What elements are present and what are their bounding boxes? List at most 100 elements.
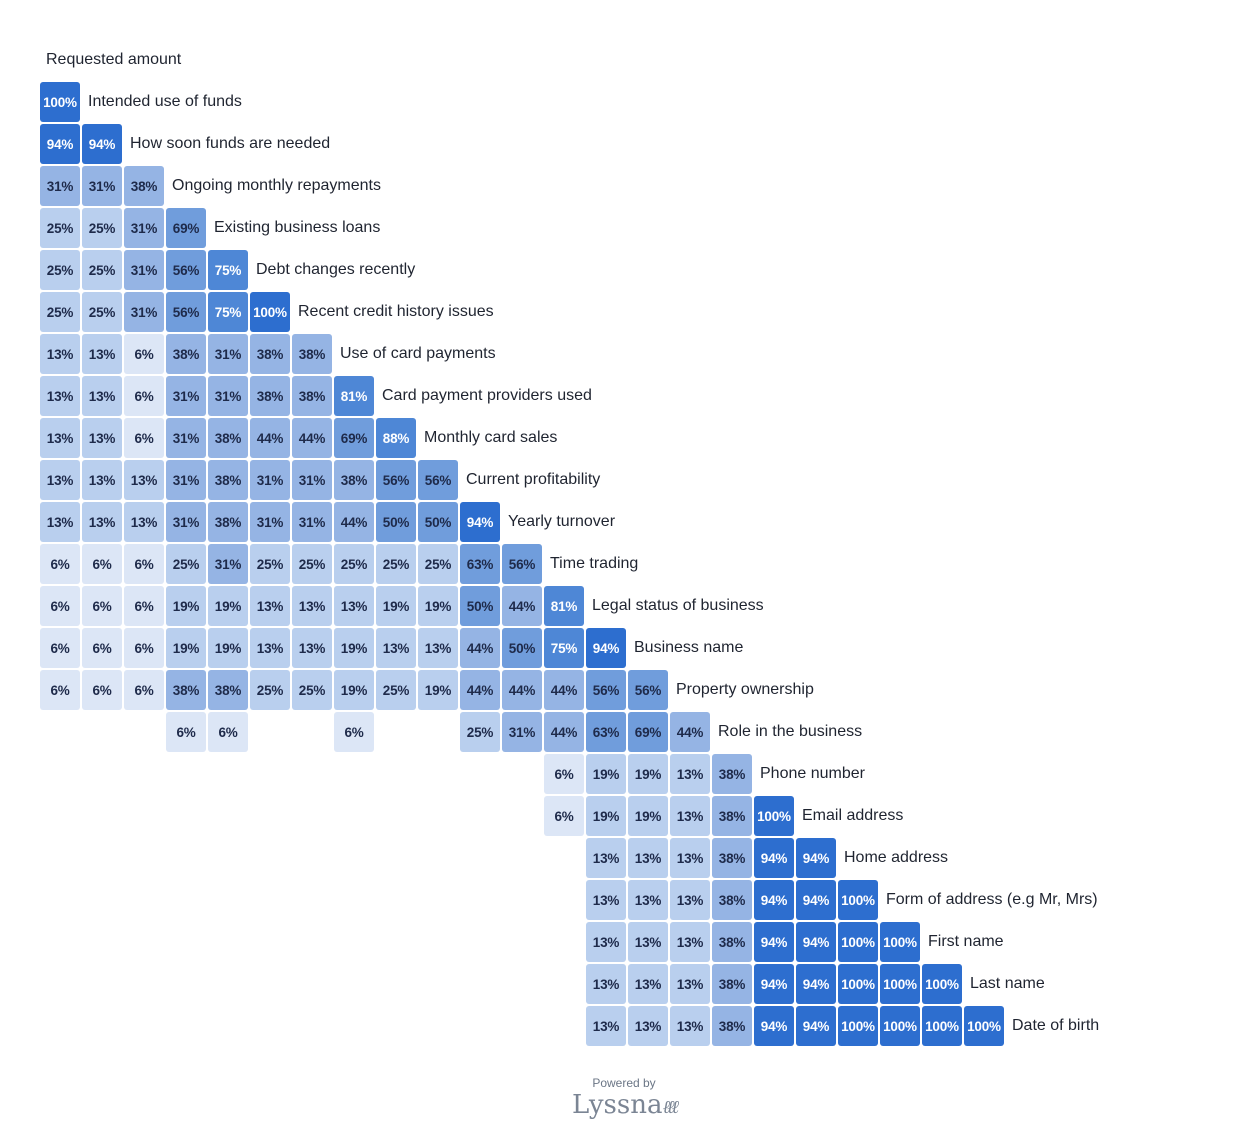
matrix-cell: 25% xyxy=(460,712,500,752)
matrix-cell: 94% xyxy=(796,1006,836,1046)
matrix-cell: 13% xyxy=(670,922,710,962)
matrix-cell: 6% xyxy=(40,544,80,584)
matrix-cell: 13% xyxy=(292,586,332,626)
matrix-cell: 25% xyxy=(40,292,80,332)
matrix-cell: 6% xyxy=(166,712,206,752)
matrix-cell: 31% xyxy=(166,502,206,542)
matrix-cell: 25% xyxy=(292,544,332,584)
matrix-cell: 6% xyxy=(124,670,164,710)
matrix-cell: 75% xyxy=(544,628,584,668)
matrix-cell: 38% xyxy=(292,376,332,416)
matrix-cell: 25% xyxy=(82,250,122,290)
matrix-cell: 50% xyxy=(502,628,542,668)
matrix-cell: 56% xyxy=(166,250,206,290)
matrix-cell: 19% xyxy=(334,628,374,668)
matrix-cell: 94% xyxy=(796,964,836,1004)
matrix-cell: 44% xyxy=(544,670,584,710)
lyssna-logo[interactable]: Lyssnaℓℓℓ xyxy=(0,1090,1248,1123)
matrix-cell: 31% xyxy=(208,376,248,416)
matrix-cell: 13% xyxy=(670,838,710,878)
matrix-cell: 25% xyxy=(40,208,80,248)
matrix-cell: 38% xyxy=(712,796,752,836)
matrix-cell: 94% xyxy=(754,838,794,878)
matrix-cell: 25% xyxy=(376,670,416,710)
matrix-cell: 56% xyxy=(166,292,206,332)
matrix-cell: 100% xyxy=(922,1006,962,1046)
matrix-cell: 44% xyxy=(334,502,374,542)
matrix-cell: 44% xyxy=(502,586,542,626)
matrix-cell: 6% xyxy=(544,796,584,836)
matrix-cell: 69% xyxy=(334,418,374,458)
row-label: Date of birth xyxy=(1012,1017,1100,1034)
matrix-cell: 44% xyxy=(250,418,290,458)
matrix-cell: 94% xyxy=(40,124,80,164)
matrix-cell: 50% xyxy=(376,502,416,542)
matrix-cell: 25% xyxy=(166,544,206,584)
matrix-cell: 19% xyxy=(334,670,374,710)
matrix-cell: 100% xyxy=(964,1006,1004,1046)
matrix-cell: 31% xyxy=(292,502,332,542)
matrix-cell: 94% xyxy=(460,502,500,542)
row-label: Legal status of business xyxy=(592,597,764,614)
matrix-cell: 38% xyxy=(712,754,752,794)
matrix-cell: 31% xyxy=(40,166,80,206)
matrix-cell: 19% xyxy=(586,754,626,794)
matrix-cell: 100% xyxy=(880,964,920,1004)
matrix-cell: 19% xyxy=(376,586,416,626)
matrix-cell: 6% xyxy=(124,544,164,584)
matrix-cell: 38% xyxy=(208,460,248,500)
matrix-cell: 100% xyxy=(880,922,920,962)
matrix-cell: 44% xyxy=(460,670,500,710)
matrix-cell: 13% xyxy=(586,964,626,1004)
matrix-cell: 31% xyxy=(82,166,122,206)
matrix-cell: 6% xyxy=(124,418,164,458)
matrix-cell: 13% xyxy=(124,502,164,542)
matrix-cell: 81% xyxy=(544,586,584,626)
matrix-cell: 19% xyxy=(166,628,206,668)
matrix-cell: 13% xyxy=(628,1006,668,1046)
matrix-cell: 13% xyxy=(124,460,164,500)
matrix-cell: 6% xyxy=(82,544,122,584)
matrix-cell: 13% xyxy=(250,628,290,668)
matrix-cell: 38% xyxy=(712,922,752,962)
matrix-cell: 94% xyxy=(754,964,794,1004)
matrix-cell: 38% xyxy=(292,334,332,374)
matrix-cell: 100% xyxy=(838,922,878,962)
matrix-cell: 100% xyxy=(922,964,962,1004)
row-label: Property ownership xyxy=(676,681,814,698)
row-label: Recent credit history issues xyxy=(298,303,494,320)
row-label: Home address xyxy=(844,849,949,866)
row-label: Phone number xyxy=(760,765,865,782)
matrix-cell: 13% xyxy=(40,376,80,416)
row-label: Last name xyxy=(970,975,1045,992)
matrix-cell: 6% xyxy=(124,334,164,374)
matrix-cell: 19% xyxy=(418,586,458,626)
matrix-cell: 13% xyxy=(586,922,626,962)
row-label: Requested amount xyxy=(46,51,182,68)
matrix-cell: 19% xyxy=(166,586,206,626)
similarity-matrix: Requested amount 100% Intended use of fund… xyxy=(40,51,1100,1046)
matrix-cell: 25% xyxy=(376,544,416,584)
row-label: Debt changes recently xyxy=(256,261,416,278)
matrix-cell: 13% xyxy=(586,1006,626,1046)
matrix-cell: 6% xyxy=(82,670,122,710)
matrix-cell: 19% xyxy=(628,754,668,794)
matrix-cell: 94% xyxy=(796,880,836,920)
matrix-cell: 31% xyxy=(208,334,248,374)
matrix-cell: 31% xyxy=(208,544,248,584)
matrix-cell: 13% xyxy=(250,586,290,626)
matrix-cell: 31% xyxy=(250,502,290,542)
matrix-cell: 6% xyxy=(40,586,80,626)
matrix-cell: 13% xyxy=(334,586,374,626)
matrix-cell: 63% xyxy=(460,544,500,584)
matrix-cell: 56% xyxy=(502,544,542,584)
matrix-cell: 100% xyxy=(250,292,290,332)
matrix-cell: 13% xyxy=(670,796,710,836)
matrix-cell: 13% xyxy=(670,754,710,794)
matrix-cell: 25% xyxy=(250,670,290,710)
matrix-cell: 75% xyxy=(208,250,248,290)
row-label: Monthly card sales xyxy=(424,429,558,446)
matrix-cell: 13% xyxy=(82,460,122,500)
matrix-cell: 38% xyxy=(250,334,290,374)
matrix-cell: 81% xyxy=(334,376,374,416)
